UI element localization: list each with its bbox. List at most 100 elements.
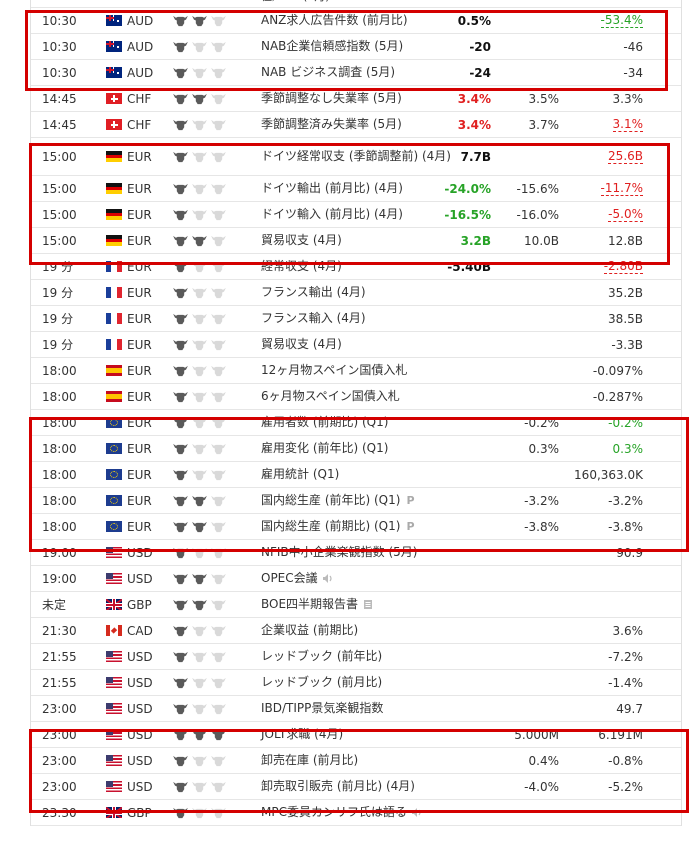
- country-flag: [106, 748, 122, 773]
- event-name[interactable]: 雇用統計 (Q1): [261, 462, 451, 487]
- speaker-icon[interactable]: [411, 807, 423, 818]
- event-name[interactable]: 季節調整なし失業率 (5月): [261, 86, 451, 111]
- table-row[interactable]: 19 分 EUR フランス輸出 (4月) 35.2B: [31, 280, 681, 306]
- event-name[interactable]: 12ヶ月物スペイン国債入札: [261, 358, 451, 383]
- table-row[interactable]: 10:30 AUD NAB ビジネス調査 (5月) -24 -34: [31, 60, 681, 86]
- table-row[interactable]: 19:00 USD NFIB中小企業楽観指数 (5月) 90.9: [31, 540, 681, 566]
- bull-icon: [192, 151, 207, 162]
- document-icon[interactable]: [362, 599, 374, 610]
- event-name[interactable]: NAB企業信頼感指数 (5月): [261, 34, 451, 59]
- event-name-text[interactable]: BOE四半期報告書: [261, 597, 359, 611]
- event-name-text[interactable]: 企業収益 (前期比): [261, 623, 359, 637]
- table-row[interactable]: 15:00 EUR ドイツ経常収支 (季節調整前) (4月) 7.7B 25.6B: [31, 138, 681, 176]
- event-name[interactable]: BOE四半期報告書: [261, 592, 451, 617]
- table-row[interactable]: 19 分 EUR 貿易収支 (4月) -3.3B: [31, 332, 681, 358]
- event-name-text[interactable]: NAB ビジネス調査 (5月): [261, 65, 396, 79]
- event-name-text[interactable]: 12ヶ月物スペイン国債入札: [261, 363, 408, 377]
- event-name[interactable]: ANZ求人広告件数 (前月比): [261, 8, 451, 33]
- event-name-text[interactable]: 経常収支 (4月): [261, 259, 342, 273]
- table-row[interactable]: 19:00 USD OPEC会議: [31, 566, 681, 592]
- table-row[interactable]: 19 分 EUR 経常収支 (4月) -5.40B -2.80B: [31, 254, 681, 280]
- table-row[interactable]: 14:45 CHF 季節調整なし失業率 (5月) 3.4% 3.5% 3.3%: [31, 86, 681, 112]
- table-row[interactable]: 18:00 EUR 雇用変化 (前年比) (Q1) 0.3% 0.3%: [31, 436, 681, 462]
- event-name-text[interactable]: レッドブック (前年比): [261, 649, 383, 663]
- event-name-text[interactable]: 貿易収支 (4月): [261, 233, 342, 247]
- table-row[interactable]: 18:00 EUR 12ヶ月物スペイン国債入札 -0.097%: [31, 358, 681, 384]
- table-row[interactable]: 15:00 EUR ドイツ輸入 (前月比) (4月) -16.5% -16.0% -5.0…: [31, 202, 681, 228]
- event-name[interactable]: NFIB中小企業楽観指数 (5月): [261, 540, 451, 565]
- event-name-text[interactable]: IBD/TIPP景気楽観指数: [261, 701, 384, 715]
- table-row[interactable]: 23:30 GBP MPC委員カンリフ氏は語る: [31, 800, 681, 826]
- event-name[interactable]: 国内総生産 (前期比) (Q1) P: [261, 514, 451, 539]
- table-row[interactable]: 18:00 EUR 国内総生産 (前年比) (Q1) P -3.2% -3.2%: [31, 488, 681, 514]
- event-name[interactable]: OPEC会議: [261, 566, 451, 591]
- table-row[interactable]: 住／M3 (5月): [31, 0, 681, 8]
- event-name-text[interactable]: ANZ求人広告件数 (前月比): [261, 13, 408, 27]
- event-name[interactable]: ドイツ輸出 (前月比) (4月): [261, 176, 451, 201]
- event-name[interactable]: フランス輸入 (4月): [261, 306, 451, 331]
- table-row[interactable]: 10:30 AUD NAB企業信頼感指数 (5月) -20 -46: [31, 34, 681, 60]
- event-name-text[interactable]: 国内総生産 (前年比) (Q1): [261, 493, 401, 507]
- event-name-text[interactable]: JOLT求職 (4月): [261, 727, 344, 741]
- event-name[interactable]: ドイツ経常収支 (季節調整前) (4月): [261, 138, 451, 175]
- table-row[interactable]: 15:00 EUR ドイツ輸出 (前月比) (4月) -24.0% -15.6% -11.…: [31, 176, 681, 202]
- bull-icon: [192, 521, 207, 532]
- event-name-text[interactable]: レッドブック (前月比): [261, 675, 383, 689]
- table-row[interactable]: 23:00 USD 卸売在庫 (前月比) 0.4% -0.8%: [31, 748, 681, 774]
- event-name-text[interactable]: 6ヶ月物スペイン国債入札: [261, 389, 400, 403]
- event-name-text[interactable]: 貿易収支 (4月): [261, 337, 342, 351]
- event-name[interactable]: 貿易収支 (4月): [261, 332, 451, 357]
- event-name[interactable]: フランス輸出 (4月): [261, 280, 451, 305]
- event-name[interactable]: レッドブック (前年比): [261, 644, 451, 669]
- importance-rating: [173, 644, 253, 669]
- event-name-text[interactable]: ドイツ経常収支 (季節調整前) (4月): [261, 149, 451, 163]
- event-name-text[interactable]: ドイツ輸入 (前月比) (4月): [261, 207, 403, 221]
- event-name[interactable]: ドイツ輸入 (前月比) (4月): [261, 202, 451, 227]
- table-row[interactable]: 15:00 EUR 貿易収支 (4月) 3.2B 10.0B 12.8B: [31, 228, 681, 254]
- previous-value: -0.2%: [561, 410, 643, 435]
- event-name[interactable]: 国内総生産 (前年比) (Q1) P: [261, 488, 451, 513]
- event-name-text[interactable]: 卸売取引販売 (前月比) (4月): [261, 779, 415, 793]
- event-name[interactable]: 雇用変化 (前年比) (Q1): [261, 436, 451, 461]
- event-name[interactable]: レッドブック (前月比): [261, 670, 451, 695]
- event-name-text[interactable]: 雇用統計 (Q1): [261, 467, 340, 481]
- event-name-text[interactable]: OPEC会議: [261, 571, 318, 585]
- event-name-text[interactable]: 国内総生産 (前期比) (Q1): [261, 519, 401, 533]
- event-name-text[interactable]: フランス輸出 (4月): [261, 285, 366, 299]
- table-row[interactable]: 21:55 USD レッドブック (前月比) -1.4%: [31, 670, 681, 696]
- event-name-text[interactable]: 季節調整なし失業率 (5月): [261, 91, 402, 105]
- table-row[interactable]: 18:00 EUR 6ヶ月物スペイン国債入札 -0.287%: [31, 384, 681, 410]
- table-row[interactable]: 21:55 USD レッドブック (前年比) -7.2%: [31, 644, 681, 670]
- event-name[interactable]: 貿易収支 (4月): [261, 228, 451, 253]
- event-name[interactable]: IBD/TIPP景気楽観指数: [261, 696, 451, 721]
- event-name[interactable]: 住／M3 (5月): [261, 0, 451, 8]
- event-name[interactable]: 卸売在庫 (前月比): [261, 748, 451, 773]
- event-name[interactable]: 6ヶ月物スペイン国債入札: [261, 384, 451, 409]
- table-row[interactable]: 23:00 USD IBD/TIPP景気楽観指数 49.7: [31, 696, 681, 722]
- table-row[interactable]: 未定 GBP BOE四半期報告書: [31, 592, 681, 618]
- event-name-text[interactable]: MPC委員カンリフ氏は語る: [261, 805, 407, 819]
- table-row[interactable]: 19 分 EUR フランス輸入 (4月) 38.5B: [31, 306, 681, 332]
- event-name[interactable]: NAB ビジネス調査 (5月): [261, 60, 451, 85]
- table-row[interactable]: 18:00 EUR 雇用統計 (Q1) 160,363.0K: [31, 462, 681, 488]
- de-flag-icon: [106, 151, 122, 162]
- event-name-text[interactable]: NAB企業信頼感指数 (5月): [261, 39, 404, 53]
- event-name-text[interactable]: NFIB中小企業楽観指数 (5月): [261, 545, 418, 559]
- table-row[interactable]: 18:00 EUR 雇用者数 (前期比) (Q1) -0.2% -0.2%: [31, 410, 681, 436]
- table-row[interactable]: 23:00 USD 卸売取引販売 (前月比) (4月) -4.0% -5.2%: [31, 774, 681, 800]
- event-name-text[interactable]: 雇用変化 (前年比) (Q1): [261, 441, 389, 455]
- table-row[interactable]: 14:45 CHF 季節調整済み失業率 (5月) 3.4% 3.7% 3.1%: [31, 112, 681, 138]
- event-name-text[interactable]: フランス輸入 (4月): [261, 311, 366, 325]
- table-row[interactable]: 18:00 EUR 国内総生産 (前期比) (Q1) P -3.8% -3.8%: [31, 514, 681, 540]
- speaker-icon[interactable]: [322, 573, 334, 584]
- event-name[interactable]: 卸売取引販売 (前月比) (4月): [261, 774, 451, 799]
- table-row[interactable]: 23:00 USD JOLT求職 (4月) 5.000M 6.191M: [31, 722, 681, 748]
- event-name-text[interactable]: 雇用者数 (前期比) (Q1): [261, 415, 389, 429]
- table-row[interactable]: 21:30 CAD 企業収益 (前期比) 3.6%: [31, 618, 681, 644]
- event-name-text[interactable]: 季節調整済み失業率 (5月): [261, 117, 402, 131]
- event-name-text[interactable]: 卸売在庫 (前月比): [261, 753, 359, 767]
- event-name[interactable]: 企業収益 (前期比): [261, 618, 451, 643]
- event-name-text[interactable]: ドイツ輸出 (前月比) (4月): [261, 181, 403, 195]
- table-row[interactable]: 10:30 AUD ANZ求人広告件数 (前月比) 0.5% -53.4%: [31, 8, 681, 34]
- event-name[interactable]: 季節調整済み失業率 (5月): [261, 112, 451, 137]
